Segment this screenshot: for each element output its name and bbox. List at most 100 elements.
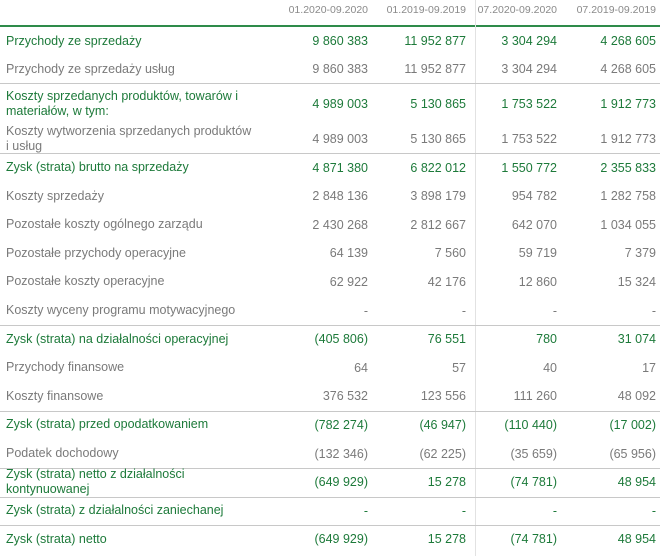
column-divider (475, 0, 476, 556)
cell-value: 4 989 003 (312, 131, 368, 146)
cell-value: 2 848 136 (312, 189, 368, 204)
cell-value: - (363, 303, 368, 318)
row-rule (0, 324, 660, 326)
cell-value: (62 225) (419, 446, 466, 461)
cell-value: 5 130 865 (410, 96, 466, 111)
cell-value: 4 871 380 (312, 160, 368, 175)
row-rule (0, 496, 660, 498)
cell-value: - (552, 503, 557, 518)
cell-value: 642 070 (511, 217, 557, 232)
cell-value: 48 092 (617, 389, 656, 404)
cell-value: 15 324 (617, 274, 656, 289)
row-label: Przychody finansowe (6, 360, 125, 375)
row-label: Podatek dochodowy (6, 446, 119, 461)
row-label: Przychody ze sprzedaży usług (6, 61, 175, 76)
cell-value: 42 176 (427, 274, 466, 289)
row-label: Koszty wytworzenia sprzedanych produktów… (6, 123, 252, 153)
cell-value: 15 278 (427, 475, 466, 490)
row-label: Koszty sprzedanych produktów, towarów i … (6, 88, 239, 118)
cell-value: 15 278 (427, 532, 466, 547)
column-header: 07.2020-09.2020 (477, 4, 557, 16)
cell-value: 31 074 (617, 332, 656, 347)
row-label: Zysk (strata) brutto na sprzedaży (6, 160, 189, 175)
row-label: Zysk (strata) z działalności zaniechanej (6, 503, 224, 518)
cell-value: 6 822 012 (410, 160, 466, 175)
cell-value: 2 430 268 (312, 217, 368, 232)
column-header: 07.2019-09.2019 (576, 4, 656, 16)
cell-value: 1 282 758 (600, 189, 656, 204)
cell-value: 111 260 (513, 389, 557, 404)
cell-value: 12 860 (518, 274, 557, 289)
cell-value: 4 268 605 (600, 34, 656, 48)
cell-value: - (651, 503, 656, 518)
cell-value: 4 268 605 (600, 62, 656, 76)
cell-value: 123 556 (420, 389, 466, 404)
cell-value: (74 781) (510, 532, 557, 547)
cell-value: 1 550 772 (501, 160, 557, 175)
row-label: Koszty wyceny programu motywacyjnego (6, 303, 236, 318)
row-label: Zysk (strata) przed opodatkowaniem (6, 417, 209, 432)
cell-value: - (461, 303, 466, 318)
cell-value: 59 719 (518, 246, 557, 261)
cell-value: 1 034 055 (600, 217, 656, 232)
row-rule (0, 467, 660, 469)
cell-value: 1 912 773 (600, 96, 656, 111)
row-rule (0, 153, 660, 155)
cell-value: (35 659) (510, 446, 557, 461)
cell-value: (405 806) (314, 332, 368, 347)
cell-value: 62 922 (329, 274, 368, 289)
cell-value: - (651, 303, 656, 318)
cell-value: (74 781) (510, 475, 557, 490)
cell-value: (17 002) (609, 417, 656, 432)
cell-value: 954 782 (511, 189, 557, 204)
row-label: Przychody ze sprzedaży (6, 33, 142, 48)
row-rule (0, 83, 660, 84)
cell-value: (782 274) (314, 417, 368, 432)
row-label: Pozostałe koszty ogólnego zarządu (6, 217, 203, 232)
row-rule (0, 525, 660, 527)
cell-value: 7 560 (434, 246, 466, 261)
cell-value: 4 989 003 (312, 96, 368, 111)
row-label: Koszty sprzedaży (6, 188, 104, 203)
column-header: 01.2019-09.2019 (386, 4, 466, 16)
cell-value: (649 929) (314, 532, 368, 547)
cell-value: 17 (642, 360, 656, 375)
cell-value: (132 346) (314, 446, 368, 461)
cell-value: 3 898 179 (410, 189, 466, 204)
cell-value: 3 304 294 (501, 34, 557, 48)
header-rule (0, 25, 660, 27)
row-label: Pozostałe koszty operacyjne (6, 274, 165, 289)
cell-value: 48 954 (617, 532, 656, 547)
cell-value: 376 532 (322, 389, 368, 404)
cell-value: (649 929) (314, 475, 368, 490)
row-label: Koszty finansowe (6, 388, 104, 403)
cell-value: 64 (354, 360, 368, 375)
cell-value: 2 355 833 (600, 160, 656, 175)
cell-value: 1 912 773 (600, 131, 656, 146)
cell-value: - (461, 503, 466, 518)
cell-value: (110 440) (504, 417, 557, 432)
row-label: Zysk (strata) na działalności operacyjne… (6, 331, 229, 346)
cell-value: 1 753 522 (501, 96, 557, 111)
cell-value: (46 947) (419, 417, 466, 432)
cell-value: 11 952 877 (404, 62, 466, 76)
cell-value: 48 954 (617, 475, 656, 490)
cell-value: 40 (543, 360, 557, 375)
row-rule (0, 410, 660, 412)
cell-value: 11 952 877 (404, 34, 466, 48)
cell-value: - (552, 303, 557, 318)
cell-value: 64 139 (329, 246, 368, 261)
cell-value: 5 130 865 (410, 131, 466, 146)
column-header: 01.2020-09.2020 (288, 4, 368, 16)
cell-value: 7 379 (624, 246, 656, 261)
cell-value: 3 304 294 (501, 62, 557, 76)
cell-value: (65 956) (609, 446, 656, 461)
row-label: Zysk (strata) netto z działalności konty… (6, 467, 185, 497)
cell-value: 1 753 522 (501, 131, 557, 146)
cell-value: 9 860 383 (312, 34, 368, 48)
cell-value: 2 812 667 (410, 217, 466, 232)
row-label: Zysk (strata) netto (6, 531, 107, 546)
cell-value: 57 (452, 360, 466, 375)
row-label: Pozostałe przychody operacyjne (6, 245, 186, 260)
